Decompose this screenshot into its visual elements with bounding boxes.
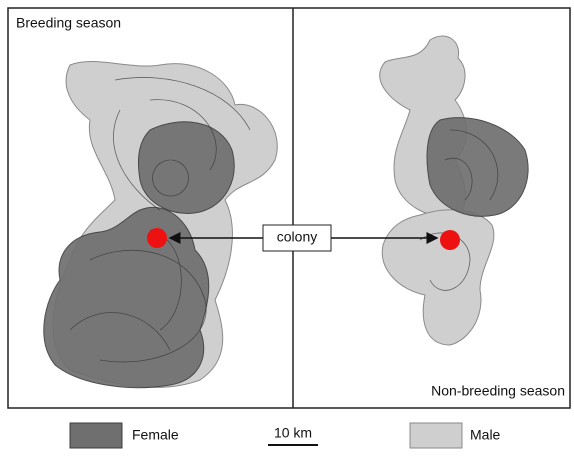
- legend-label: Female: [132, 427, 179, 443]
- colony-label: colony: [277, 229, 317, 245]
- foraging-track: [69, 77, 251, 363]
- colony-label-box: [262, 224, 332, 252]
- foraging-track: [419, 129, 499, 291]
- scale-label: 10 km: [274, 425, 312, 441]
- colony-marker: [147, 228, 167, 248]
- legend-swatch-male: [409, 422, 463, 449]
- legend-label: Male: [470, 427, 501, 443]
- panel-label: Non-breeding season: [431, 383, 565, 399]
- female-range: [426, 117, 529, 217]
- non-breeding-ranges: [379, 35, 529, 346]
- legend-swatch-female: [69, 422, 123, 449]
- breeding-ranges: [43, 61, 278, 389]
- panel-label: Breeding season: [16, 15, 121, 31]
- colony-marker: [440, 230, 460, 250]
- female-range: [137, 121, 235, 214]
- female-range: [43, 206, 210, 389]
- male-range: [381, 209, 495, 346]
